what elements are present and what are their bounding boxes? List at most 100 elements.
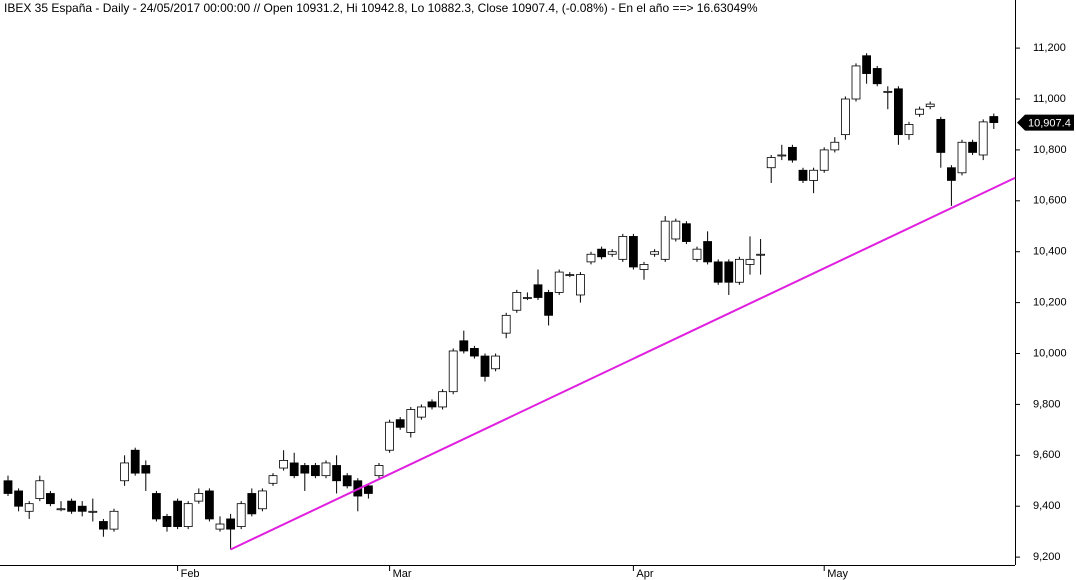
- y-tick-label: 10,600: [1033, 195, 1067, 207]
- candle-body: [544, 292, 553, 316]
- candle-body: [671, 220, 681, 240]
- candle-body: [24, 503, 34, 512]
- candle-body: [215, 523, 225, 530]
- candle-body: [660, 220, 670, 260]
- candle-body: [459, 340, 469, 352]
- candle-body: [247, 493, 257, 515]
- candle-body: [268, 475, 278, 484]
- y-tick-label: 10,200: [1033, 297, 1067, 309]
- candle-body: [756, 253, 765, 256]
- candle-body: [798, 169, 808, 181]
- candle-body: [194, 493, 204, 502]
- candle-body: [14, 490, 24, 507]
- candle-body: [957, 141, 967, 174]
- candle-body: [342, 475, 352, 487]
- candle-body: [766, 157, 776, 169]
- candle-body: [586, 253, 596, 263]
- x-tick-label: Mar: [393, 568, 412, 580]
- candle-body: [130, 449, 140, 474]
- y-tick-label: 10,400: [1033, 246, 1067, 258]
- candle-body: [501, 314, 511, 334]
- x-tick-label: Apr: [636, 568, 653, 580]
- y-tick-label: 11,000: [1033, 93, 1066, 105]
- y-tick-label: 11,200: [1033, 42, 1066, 54]
- candle-body: [872, 68, 882, 85]
- candle-body: [88, 510, 98, 513]
- candle-body: [830, 141, 840, 151]
- candle-body: [395, 419, 405, 428]
- chart-title: IBEX 35 España - Daily - 24/05/2017 00:0…: [4, 1, 758, 15]
- candle-body: [629, 236, 638, 268]
- candle-body: [597, 248, 606, 258]
- candle-body: [236, 503, 246, 527]
- candle-body: [523, 297, 532, 299]
- candle-body: [809, 169, 818, 181]
- candle-body: [120, 462, 129, 482]
- candle-body: [226, 518, 236, 530]
- last-price-label: 10,907.4: [1028, 117, 1071, 129]
- candle-body: [554, 271, 564, 293]
- y-tick-label: 9,800: [1033, 398, 1061, 410]
- candle-body: [894, 88, 903, 136]
- y-tick-label: 9,200: [1033, 551, 1061, 563]
- candle-body: [374, 465, 384, 477]
- candle-body: [735, 258, 744, 283]
- candle-body: [363, 485, 373, 494]
- y-tick-label: 9,400: [1033, 500, 1061, 512]
- candle-body: [480, 355, 490, 377]
- candle-body: [151, 493, 161, 520]
- candle-body: [491, 355, 501, 370]
- candle-body: [109, 510, 119, 530]
- y-tick-label: 10,000: [1033, 347, 1067, 359]
- candle-body: [300, 465, 310, 474]
- candle-body: [851, 65, 861, 100]
- candle-body: [703, 241, 712, 263]
- trendline: [230, 176, 1016, 551]
- candle-body: [713, 261, 723, 283]
- candle-body: [650, 251, 659, 255]
- candle-body: [639, 264, 649, 270]
- candle-body: [862, 55, 871, 74]
- candle-body: [788, 146, 797, 161]
- candle-body: [279, 459, 289, 469]
- y-tick-label: 10,800: [1033, 144, 1067, 156]
- candle-body: [385, 421, 395, 451]
- candle-body: [607, 251, 617, 255]
- y-tick-label: 9,600: [1033, 449, 1061, 461]
- candle-body: [692, 248, 702, 260]
- candle-body: [989, 116, 999, 123]
- candle-body: [416, 406, 426, 418]
- candle-body: [46, 493, 55, 505]
- candle-body: [469, 348, 479, 357]
- candle-body: [67, 500, 76, 512]
- candle-body: [576, 274, 585, 296]
- candle-body: [915, 108, 924, 115]
- candle-body: [321, 462, 331, 477]
- candle-body: [618, 236, 628, 260]
- candle-body: [3, 480, 13, 494]
- candle-body: [777, 154, 787, 157]
- candle-body: [819, 149, 829, 171]
- candle-body: [406, 409, 416, 433]
- candle-body: [448, 350, 458, 393]
- candle-body: [257, 490, 267, 510]
- candle-body: [565, 274, 575, 277]
- candle-body: [173, 500, 183, 527]
- candle-body: [883, 90, 893, 93]
- candle-body: [682, 223, 691, 242]
- candle-body: [289, 462, 299, 477]
- candle-body: [427, 401, 437, 408]
- candle-body: [310, 465, 320, 477]
- candle-body: [56, 508, 66, 511]
- candle-body: [332, 465, 342, 482]
- candle-body: [936, 118, 946, 153]
- candle-body: [438, 391, 448, 408]
- candle-body: [968, 141, 977, 153]
- candle-body: [162, 515, 172, 527]
- candle-body: [724, 261, 734, 283]
- candle-body: [183, 503, 193, 527]
- last-price-box: [1017, 114, 1074, 131]
- candle-body: [745, 258, 755, 265]
- candle-body: [925, 103, 935, 108]
- candle-body: [141, 465, 151, 474]
